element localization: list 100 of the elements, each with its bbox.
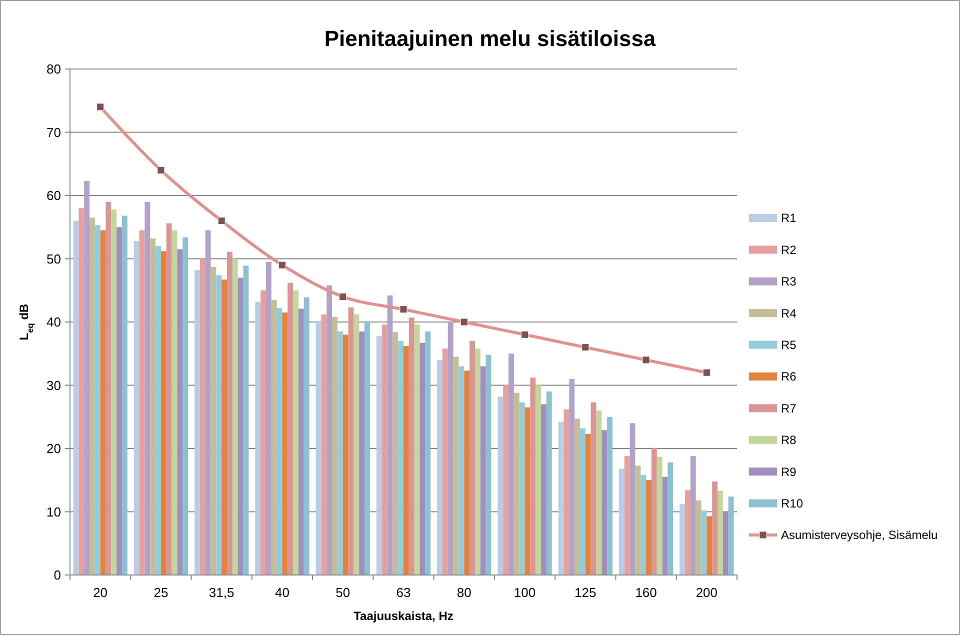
bar [630, 423, 636, 575]
bar [271, 300, 277, 575]
bar [607, 416, 612, 575]
x-tick-label: 20 [93, 585, 108, 600]
x-tick-label: 200 [696, 585, 718, 600]
bar [216, 275, 222, 575]
bar [425, 331, 431, 575]
bar [298, 308, 304, 575]
bar [718, 490, 723, 575]
bar [304, 297, 310, 575]
legend-label: R8 [781, 433, 797, 448]
bar [398, 340, 404, 575]
x-axis-title: Taajuuskaista, Hz [354, 609, 454, 623]
bar [696, 500, 702, 575]
bar [382, 324, 388, 575]
y-tick-label: 20 [46, 441, 61, 456]
bar [243, 266, 249, 575]
bar [134, 241, 140, 575]
bar [712, 481, 718, 575]
bar [448, 322, 454, 575]
y-tick-label: 10 [46, 504, 61, 520]
bar [326, 285, 332, 575]
bar [78, 208, 84, 575]
bar [486, 354, 492, 575]
bar [194, 270, 200, 575]
bar [376, 336, 382, 575]
bar [458, 366, 464, 575]
bar [232, 258, 238, 575]
bar [177, 249, 183, 575]
bar [316, 322, 322, 575]
bar [408, 318, 414, 575]
bar [392, 332, 398, 575]
y-tick-label: 40 [46, 314, 61, 330]
legend-label: R4 [781, 306, 797, 320]
bar [690, 456, 696, 575]
bar [172, 230, 178, 575]
legend-label: R6 [781, 370, 797, 384]
y-tick-label: 50 [46, 251, 61, 266]
bar [260, 290, 266, 575]
bar [321, 314, 327, 575]
y-tick-label: 70 [46, 124, 61, 140]
legend-label: R7 [781, 401, 797, 416]
bar [618, 468, 624, 575]
bar [139, 230, 145, 575]
bar [635, 466, 641, 575]
bar [348, 307, 354, 575]
bar [332, 316, 338, 575]
bar [266, 262, 272, 575]
bar [73, 220, 79, 575]
bar [656, 456, 662, 575]
bar [574, 418, 580, 575]
chart-title: Pienitaajuinen melu sisätiloissa [324, 26, 656, 51]
bar [106, 202, 112, 575]
bar [342, 334, 348, 575]
bar [94, 225, 100, 575]
bar [238, 278, 244, 575]
bar [166, 223, 172, 575]
x-tick-label: 31,5 [208, 585, 234, 600]
x-tick-label: 63 [396, 585, 411, 600]
bar [722, 512, 728, 575]
bar [514, 392, 520, 575]
bar [116, 227, 122, 575]
legend-label: R5 [781, 338, 797, 352]
bar [680, 504, 686, 575]
bar [668, 462, 674, 575]
bar [464, 370, 470, 575]
bar [414, 324, 420, 575]
y-tick-label: 80 [46, 62, 61, 77]
bar [503, 385, 509, 575]
bar [156, 246, 161, 575]
bar [293, 290, 298, 575]
y-tick-label: 60 [46, 188, 61, 204]
bar [536, 385, 542, 575]
bar [580, 428, 586, 575]
bar [602, 430, 608, 575]
bar [640, 475, 646, 575]
bar [706, 516, 712, 575]
bar [111, 209, 117, 575]
legend-label: R9 [781, 464, 797, 479]
bar [662, 476, 668, 575]
bar [558, 422, 564, 575]
bar [160, 251, 166, 575]
bar [564, 409, 570, 575]
bar [541, 404, 546, 575]
x-tick-label: 25 [154, 585, 168, 600]
bar [437, 360, 442, 575]
bar [359, 331, 365, 575]
bar [276, 308, 282, 575]
bar [590, 402, 596, 575]
legend-label: R10 [781, 496, 804, 510]
bar [387, 295, 393, 575]
legend-label: Asumisterveysohje, Sisämelu [781, 528, 938, 542]
legend-label: R3 [781, 274, 797, 289]
x-tick-label: 100 [514, 585, 536, 600]
bar [282, 312, 288, 575]
bar [100, 230, 106, 575]
bar [685, 490, 690, 575]
bar [569, 378, 575, 575]
bar [182, 237, 188, 575]
bar [498, 396, 504, 575]
